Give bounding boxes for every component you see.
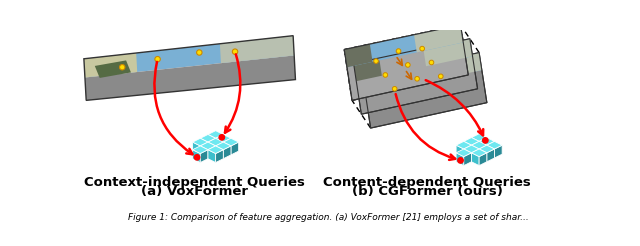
Polygon shape [193, 146, 208, 154]
Polygon shape [456, 145, 464, 158]
Polygon shape [353, 58, 382, 81]
Polygon shape [223, 138, 231, 151]
Polygon shape [472, 141, 479, 154]
Circle shape [396, 49, 401, 53]
Polygon shape [216, 135, 223, 147]
Polygon shape [84, 53, 137, 77]
Polygon shape [479, 138, 495, 145]
Circle shape [406, 63, 410, 67]
Polygon shape [223, 142, 231, 155]
Circle shape [232, 49, 237, 54]
Polygon shape [223, 138, 239, 146]
Polygon shape [487, 149, 495, 162]
Polygon shape [193, 142, 200, 155]
Polygon shape [344, 44, 372, 67]
Circle shape [392, 87, 397, 91]
Polygon shape [200, 135, 216, 142]
Polygon shape [487, 145, 495, 158]
Polygon shape [216, 138, 223, 151]
Polygon shape [208, 131, 223, 138]
Circle shape [483, 138, 488, 143]
Circle shape [415, 77, 419, 81]
Polygon shape [208, 142, 216, 155]
Polygon shape [479, 145, 495, 153]
Polygon shape [208, 135, 216, 147]
Polygon shape [208, 138, 216, 151]
Circle shape [438, 74, 443, 79]
Polygon shape [344, 25, 463, 67]
Polygon shape [414, 25, 463, 52]
Polygon shape [231, 142, 239, 155]
Polygon shape [85, 55, 296, 100]
Polygon shape [353, 39, 472, 81]
Polygon shape [433, 53, 482, 80]
Circle shape [120, 64, 125, 70]
Polygon shape [464, 145, 472, 158]
Polygon shape [464, 149, 472, 162]
Polygon shape [200, 150, 208, 163]
Polygon shape [95, 61, 131, 78]
Polygon shape [208, 138, 223, 146]
Polygon shape [220, 36, 294, 63]
Polygon shape [479, 145, 487, 158]
Polygon shape [464, 145, 479, 153]
Polygon shape [472, 153, 479, 166]
Polygon shape [479, 138, 487, 150]
Polygon shape [200, 142, 208, 155]
Polygon shape [223, 146, 231, 159]
Polygon shape [472, 141, 487, 149]
Polygon shape [344, 25, 468, 100]
Polygon shape [193, 138, 208, 146]
Text: (b) CGFormer (ours): (b) CGFormer (ours) [352, 185, 502, 198]
Polygon shape [487, 141, 502, 149]
Polygon shape [464, 138, 479, 145]
Polygon shape [216, 142, 223, 155]
Polygon shape [472, 134, 487, 141]
Polygon shape [200, 146, 208, 159]
Circle shape [374, 59, 378, 63]
Circle shape [195, 155, 200, 160]
Polygon shape [193, 150, 200, 163]
Polygon shape [216, 150, 223, 163]
Polygon shape [472, 138, 479, 150]
Polygon shape [456, 149, 472, 157]
Circle shape [383, 73, 388, 77]
Circle shape [155, 57, 160, 62]
Circle shape [458, 158, 463, 163]
Text: (a) VoxFormer: (a) VoxFormer [141, 185, 248, 198]
Polygon shape [353, 39, 477, 114]
Polygon shape [216, 135, 231, 142]
Polygon shape [479, 153, 487, 166]
Text: Figure 1: Comparison of feature aggregation. (a) VoxFormer [21] employs a set of: Figure 1: Comparison of feature aggregat… [127, 213, 529, 222]
Polygon shape [472, 149, 479, 162]
Polygon shape [495, 145, 502, 158]
Polygon shape [363, 53, 482, 95]
Polygon shape [200, 142, 216, 150]
Polygon shape [200, 138, 208, 151]
Polygon shape [363, 72, 391, 95]
Polygon shape [472, 149, 487, 157]
Polygon shape [216, 142, 231, 150]
Polygon shape [456, 141, 472, 149]
Circle shape [420, 46, 424, 51]
Circle shape [429, 60, 434, 65]
Polygon shape [487, 141, 495, 154]
Polygon shape [216, 146, 223, 159]
Polygon shape [84, 36, 294, 77]
Polygon shape [479, 141, 487, 154]
Polygon shape [479, 149, 487, 162]
Circle shape [219, 135, 225, 140]
Text: Content-dependent Queries: Content-dependent Queries [323, 176, 531, 189]
Polygon shape [464, 153, 472, 166]
Polygon shape [464, 141, 472, 154]
Polygon shape [472, 145, 479, 158]
Polygon shape [208, 146, 216, 159]
Polygon shape [423, 39, 472, 66]
Polygon shape [363, 53, 487, 128]
Polygon shape [208, 146, 223, 154]
Circle shape [196, 50, 202, 55]
Polygon shape [208, 150, 216, 163]
Text: Context-independent Queries: Context-independent Queries [84, 176, 305, 189]
Polygon shape [456, 153, 464, 166]
